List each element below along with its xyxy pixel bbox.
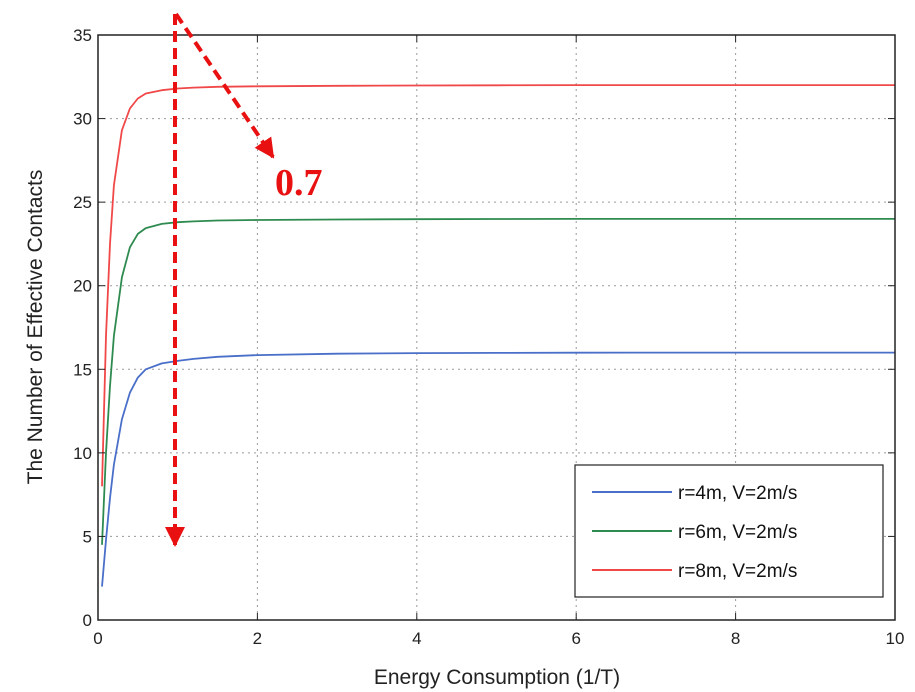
tick-labels: 0 2 4 6 8 10 0 5 10 15 20 25 30 35	[73, 26, 904, 648]
y-tick-label: 15	[73, 360, 92, 379]
x-tick-label: 0	[93, 629, 102, 648]
ticks	[97, 34, 896, 621]
series-line-1	[101, 351, 895, 587]
legend: r=4m, V=2m/s r=6m, V=2m/s r=8m, V=2m/s	[574, 464, 884, 598]
annotation-label: 0.7	[275, 162, 323, 204]
y-tick-label: 25	[73, 193, 92, 212]
y-tick-label: 20	[73, 277, 92, 296]
legend-label-3: r=8m, V=2m/s	[678, 561, 797, 582]
series-layer	[101, 84, 895, 587]
annotation-diagonal-arrow	[174, 12, 275, 159]
y-tick-label: 10	[73, 444, 92, 463]
y-tick-label: 0	[83, 611, 92, 630]
y-tick-label: 5	[83, 527, 92, 546]
y-tick-label: 30	[73, 110, 92, 129]
x-axis-title: Energy Consumption (1/T)	[374, 666, 620, 689]
y-tick-label: 35	[73, 26, 92, 45]
series-line-2	[101, 217, 895, 545]
y-axis-title: The Number of Effective Contacts	[24, 170, 47, 485]
x-tick-label: 8	[731, 629, 740, 648]
series-line-3	[101, 84, 895, 487]
x-tick-label: 10	[886, 629, 905, 648]
legend-label-1: r=4m, V=2m/s	[678, 483, 797, 504]
plot-frame	[97, 34, 896, 621]
x-tick-label: 4	[412, 629, 421, 648]
x-tick-label: 2	[253, 629, 262, 648]
annotation: 0.7	[165, 12, 323, 547]
x-tick-label: 6	[571, 629, 580, 648]
legend-label-2: r=6m, V=2m/s	[678, 522, 797, 543]
